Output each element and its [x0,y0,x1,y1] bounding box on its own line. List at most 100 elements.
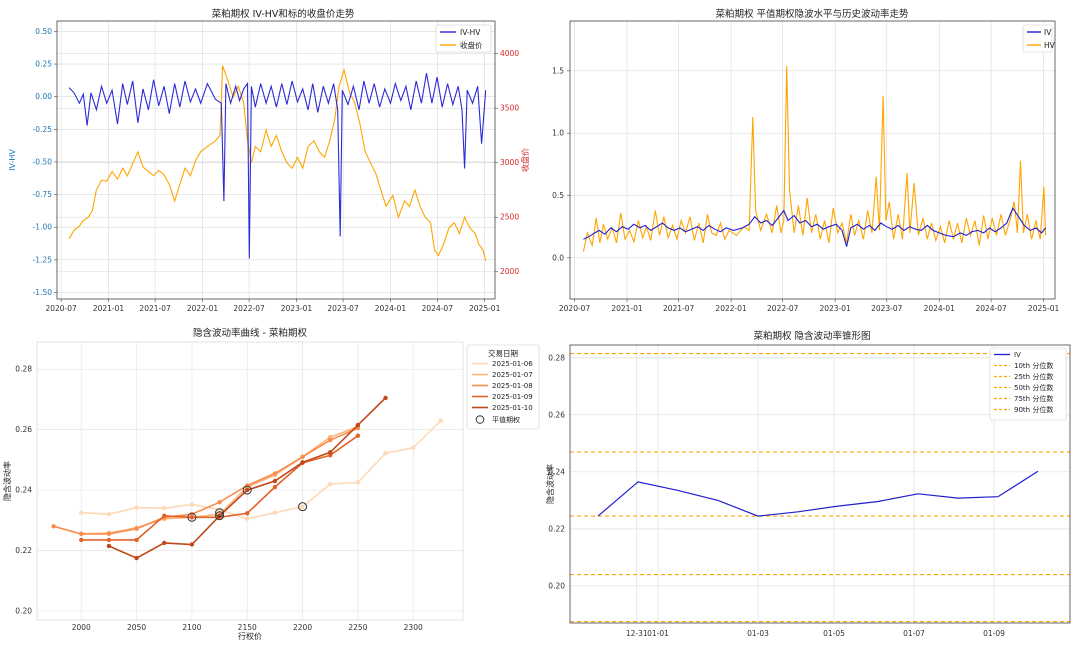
chart2-xtick-label: 2023-01 [819,304,851,313]
chart1-ytick-right: 4000 [500,49,519,58]
chart3-series-line [81,420,442,520]
chart1-ytick-right: 3500 [500,104,519,113]
chart3-legend-label: 2025-01-06 [492,360,533,368]
chart3-point [411,445,416,450]
chart3-point [245,516,250,521]
chart3-point [383,451,388,456]
chart4-legend-label: 90th 分位数 [1014,405,1053,414]
chart3-point [355,433,361,438]
chart4-series-iv [597,470,1039,517]
chart2-title: 菜粕期权 平值期权隐波水平与历史波动率走势 [715,8,909,20]
chart3-point [272,484,278,490]
chart4-xtick-label: 01-09 [983,629,1005,638]
chart3-ytick-label: 0.20 [15,606,32,615]
chart1-legend: IV-HV 收盘价 [435,24,492,53]
chart4-legend-label: 50th 分位数 [1014,383,1053,392]
chart3-point [438,418,444,423]
chart3-point [217,499,222,505]
chart4-ytick-label: 0.24 [548,467,565,476]
chart1-ytick-left: 0.00 [35,92,52,101]
chart3-point [328,438,333,443]
chart4-legend-label: 75th 分位数 [1014,394,1053,403]
chart3-title: 隐含波动率曲线 - 菜粕期权 [193,327,307,339]
chart3-xtick-label: 2100 [182,623,201,632]
chart2-legend: IV HV [1022,24,1056,53]
chart3-point [300,460,305,465]
chart1-ytick-right: 2000 [500,267,519,276]
chart3-point [355,480,361,485]
chart3-point [134,555,139,561]
chart1-xtick-label: 2021-07 [139,304,171,313]
chart3-point [79,531,84,537]
chart3-ytick-label: 0.28 [15,365,32,374]
chart3-legend-label: 2025-01-08 [492,382,533,390]
chart3-point [189,502,195,507]
chart2-xtick-label: 2022-01 [715,304,747,313]
chart3-atm-marker [215,511,225,521]
chart4-xtick-label: 01-01 [647,629,669,638]
chart3-point [106,537,112,543]
chart3-point [328,453,333,458]
chart3-legend-label: 2025-01-07 [492,371,533,379]
chart2-xtick-label: 2025-01 [1028,304,1060,313]
chart1-xtick-label: 2020-07 [45,304,77,313]
chart3-point [355,422,361,428]
chart1-ylabel-left: IV-HV [8,149,17,171]
chart3-point [272,478,278,484]
chart1-xtick-label: 2024-07 [422,304,454,313]
chart3-point [272,510,278,515]
chart2-ytick-label: 0.5 [552,191,564,200]
chart4-legend: IV 10th 分位数 25th 分位数 50th 分位数 75th 分位数 90th 分… [989,347,1067,421]
chart3-point [245,511,250,516]
chart-iv-smile: 隐含波动率曲线 - 菜粕期权 2000 2050 2100 2150 2200 2250 2… [2,327,540,641]
chart3-legend-title: 交易日期 [488,348,518,358]
chart3-point [245,487,250,493]
chart4-legend-label: 25th 分位数 [1014,372,1053,381]
chart3-point [217,513,222,518]
chart3-point [189,515,195,520]
chart1-ytick-left: -1.50 [33,288,53,297]
chart3-point [51,524,56,529]
chart4-legend-label: IV [1014,351,1021,359]
chart2-ytick-label: 1.0 [552,129,564,138]
chart2-xtick-label: 2021-07 [663,304,695,313]
chart3-point [106,543,112,549]
chart1-legend-close: 收盘价 [460,40,483,50]
chart4-ytick-label: 0.22 [548,524,565,533]
chart3-ytick-label: 0.26 [15,425,32,434]
chart3-point [79,537,84,543]
chart3-point [328,481,333,487]
chart1-ytick-left: 0.25 [35,60,52,69]
chart2-series-hv [582,65,1047,252]
chart3-point [162,540,167,546]
chart1-title: 菜粕期权 IV-HV和标的收盘价走势 [212,8,355,20]
chart3-legend: 交易日期 2025-01-06 2025-01-07 2025-01-08 2025-… [466,344,540,430]
chart3-point [162,513,167,518]
chart3-atm-marker [187,512,197,522]
chart3-ylabel: 隐含波动率 [2,461,12,501]
chart4-xtick-label: 12-31 [626,629,648,638]
chart1-xtick-label: 2022-07 [233,304,265,313]
chart3-point [189,542,195,547]
chart1-ytick-left: -0.25 [33,125,53,134]
chart1-ytick-left: -0.50 [33,157,53,166]
chart1-ytick-left: -1.25 [33,255,53,264]
chart4-title: 菜粕期权 隐含波动率锥形图 [753,330,870,342]
chart4-legend-label: 10th 分位数 [1014,361,1053,370]
chart3-xtick-label: 2200 [293,623,312,632]
chart-iv-cone: 菜粕期权 隐含波动率锥形图 12-31 01-01 01-03 01-05 01-07 0… [545,330,1071,638]
chart3-xtick-label: 2150 [238,623,257,632]
chart1-xtick-label: 2025-01 [469,304,501,313]
chart2-ytick-label: 1.5 [552,66,564,75]
chart4-xtick-label: 01-07 [903,629,925,638]
chart4-ylabel: 隐含波动率 [545,464,555,504]
chart2-legend-iv: IV [1044,28,1052,37]
chart1-series-close [68,65,487,261]
chart2-legend-hv: HV [1044,41,1056,50]
chart1-ytick-right: 2500 [500,213,519,222]
chart-iv-hv-close: 菜粕期权 IV-HV和标的收盘价走势 2020-07 2021-01 2021-07… [8,8,530,313]
chart3-point [134,526,139,531]
chart3-atm-marker [215,508,225,518]
chart4-xtick-label: 01-05 [823,629,845,638]
